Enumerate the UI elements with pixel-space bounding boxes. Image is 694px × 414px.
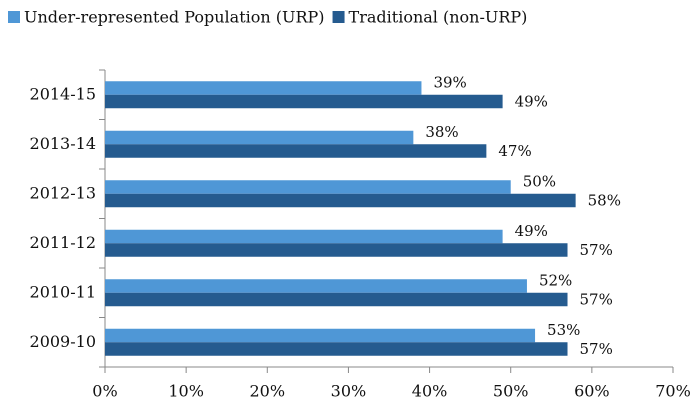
bar [105,229,503,244]
bar [105,279,527,293]
data-label: 50% [523,172,556,190]
bar [105,130,414,145]
x-tick-label: 20% [250,382,286,401]
data-label: 57% [580,241,613,259]
x-tick-label: 30% [331,382,367,401]
data-label: 39% [433,73,466,91]
data-label: 49% [515,222,548,240]
bar [105,94,503,109]
y-tick-label: 2009-10 [30,332,96,351]
bar [105,180,511,194]
data-label: 58% [588,192,621,210]
data-label: 53% [547,321,580,339]
data-label: 47% [498,142,531,160]
bar [105,144,487,158]
legend-swatch [332,11,345,23]
legend-swatch [8,11,20,23]
data-label: 49% [515,93,548,111]
bar [105,193,576,208]
legend-label: Under-represented Population (URP) [24,8,325,27]
data-label: 57% [580,291,613,309]
x-tick-label: 0% [92,382,117,401]
bar [105,328,536,343]
legend-label: Traditional (non-URP) [349,8,528,27]
y-tick-label: 2013-14 [30,134,96,153]
bar [105,243,568,257]
y-tick-label: 2011-12 [30,233,96,252]
y-tick-label: 2012-13 [30,183,96,202]
data-label: 52% [539,271,572,289]
x-tick-label: 70% [655,382,691,401]
y-tick-label: 2014-15 [30,84,96,103]
bar [105,292,568,307]
x-tick-label: 60% [574,382,610,401]
x-tick-label: 50% [493,382,529,401]
y-tick-label: 2010-11 [30,282,96,301]
bar [105,81,422,95]
data-label: 38% [425,123,458,141]
x-tick-label: 10% [168,382,204,401]
bar [105,342,568,356]
data-label: 57% [580,340,613,358]
x-tick-label: 40% [412,382,448,401]
